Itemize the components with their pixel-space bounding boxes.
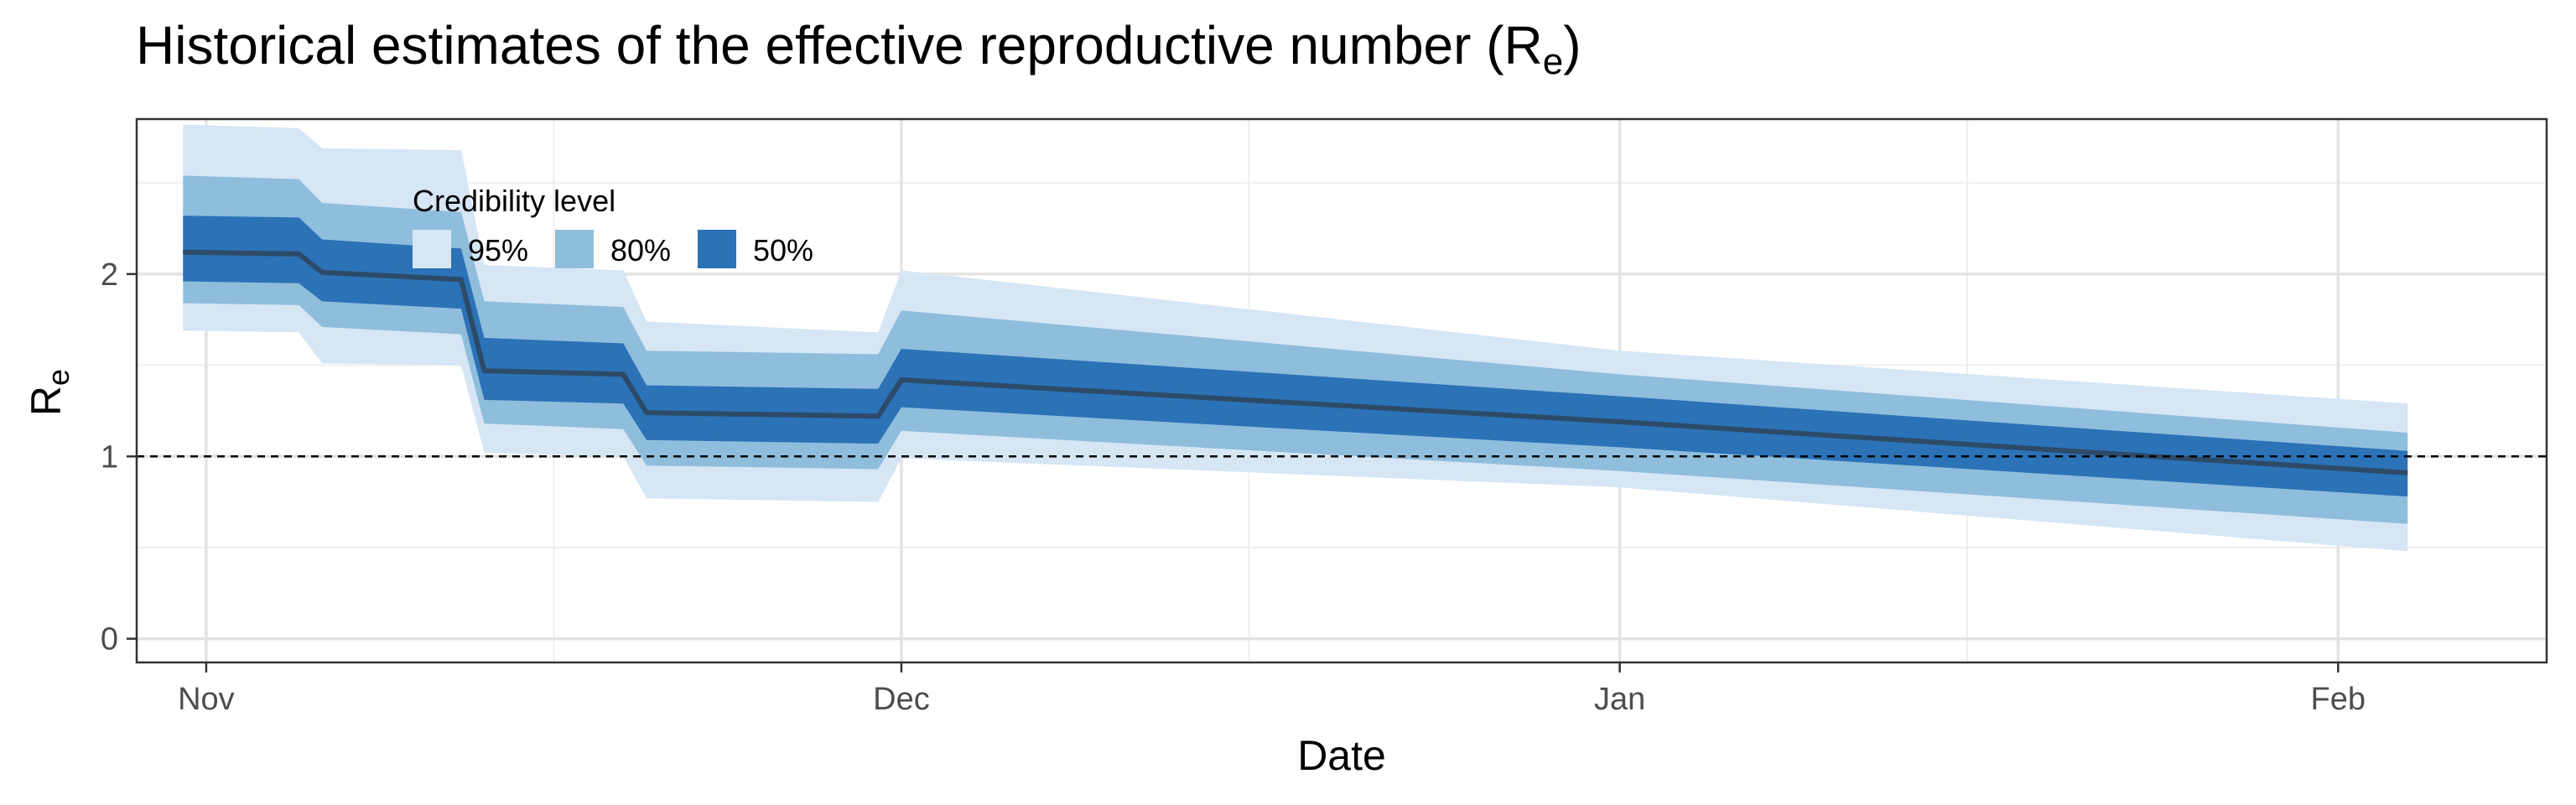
legend: Credibility level 95% 80% 50% [413,184,813,268]
x-tick-label: Feb [2311,682,2366,717]
x-tick-label: Nov [178,682,235,717]
median-line-layer [183,249,2408,475]
median-line [183,249,2408,475]
chart-title-subscript: e [1543,41,1563,82]
y-tick-label: 1 [101,439,118,475]
legend-label: 95% [468,233,528,267]
chart-title-main: Historical estimates of the effective re… [136,15,1543,75]
chart-title-suffix: ) [1563,15,1581,75]
y-axis-title: Re [23,369,75,416]
y-tick-label: 0 [101,622,118,657]
x-tick-label: Dec [873,682,930,717]
legend-swatch [698,230,736,268]
y-tick-label: 2 [101,257,118,293]
legend-swatch [555,230,594,268]
band-50 [183,216,2408,497]
legend-title: Credibility level [413,184,615,218]
legend-label: 50% [753,233,813,267]
chart-title: Historical estimates of the effective re… [136,15,1581,82]
y-axis: 0 1 2 [101,257,137,657]
y-axis-title-main: R [23,386,70,416]
y-axis-title-subscript: e [41,369,75,386]
x-axis-title: Date [1297,732,1386,779]
x-axis: Nov Dec Jan Feb [178,662,2366,717]
x-tick-label: Jan [1594,682,1645,717]
legend-swatch [413,230,451,268]
legend-label: 80% [610,233,671,267]
plot-border [135,117,2548,664]
